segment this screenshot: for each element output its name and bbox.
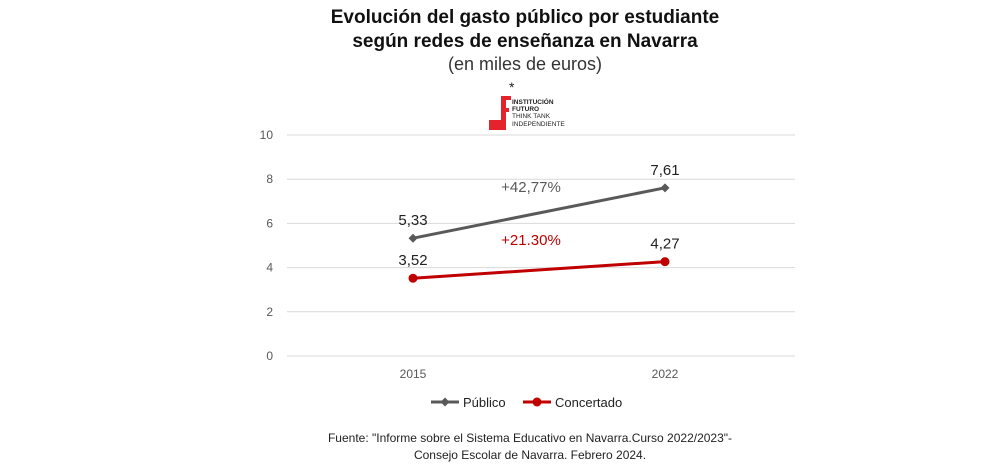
- y-tick-label: 0: [266, 349, 273, 363]
- y-tick-label: 10: [260, 128, 274, 142]
- data-point-Público: [408, 233, 418, 243]
- y-tick-label: 8: [266, 172, 273, 186]
- legend-marker-Público: [440, 397, 450, 407]
- logo-text-line-1: INSTITUCIÓN: [512, 99, 554, 106]
- logo-text-line-3: THINK TANK: [512, 113, 551, 121]
- change-annotation: +42,77%: [501, 179, 561, 196]
- logo-text: INSTITUCIÓN FUTURO THINK TANK INDEPENDIE…: [512, 99, 565, 128]
- source-note-line-2: Consejo Escolar de Navarra. Febrero 2024…: [413, 448, 647, 462]
- logo-text-line-2: FUTURO: [512, 106, 540, 114]
- data-point-Público: [660, 183, 670, 193]
- x-tick-label: 2015: [400, 367, 427, 381]
- legend-label: Concertado: [555, 395, 622, 410]
- data-point-Concertado: [660, 257, 670, 267]
- logo-text-line-4: INDEPENDIENTE: [512, 120, 565, 128]
- source-note-line-1: Fuente: "Informe sobre el Sistema Educat…: [327, 431, 733, 445]
- institucion-futuro-logo-mark-icon: [489, 96, 511, 130]
- line-chart: 0 2 4 6 8 10 2015 2022 5,33 7,61 3,52 4,27 +42,77% +2…: [260, 128, 795, 410]
- asterisk-note: *: [509, 79, 515, 95]
- y-tick-label: 2: [266, 305, 273, 319]
- data-label: 4,27: [650, 236, 679, 253]
- data-label: 5,33: [398, 212, 427, 229]
- chart-title-line-1: Evolución del gasto público por estudian…: [330, 7, 720, 28]
- legend-marker-Concertado: [532, 397, 542, 407]
- legend-label: Público: [463, 395, 506, 410]
- x-tick-label: 2022: [652, 367, 679, 381]
- series-line-Concertado: [412, 260, 666, 280]
- y-tick-label: 6: [266, 216, 273, 230]
- series-line-Público: [412, 186, 666, 240]
- chart-title-line-2: según redes de enseñanza en Navarra: [352, 31, 698, 52]
- data-label: 3,52: [398, 252, 427, 269]
- chart-subtitle: (en miles de euros): [447, 54, 603, 74]
- data-point-Concertado: [408, 273, 418, 283]
- data-label: 7,61: [650, 162, 679, 179]
- y-tick-label: 4: [266, 261, 273, 275]
- change-annotation: +21.30%: [501, 232, 561, 249]
- institucion-futuro-logo: INSTITUCIÓN FUTURO THINK TANK INDEPENDIE…: [489, 96, 569, 130]
